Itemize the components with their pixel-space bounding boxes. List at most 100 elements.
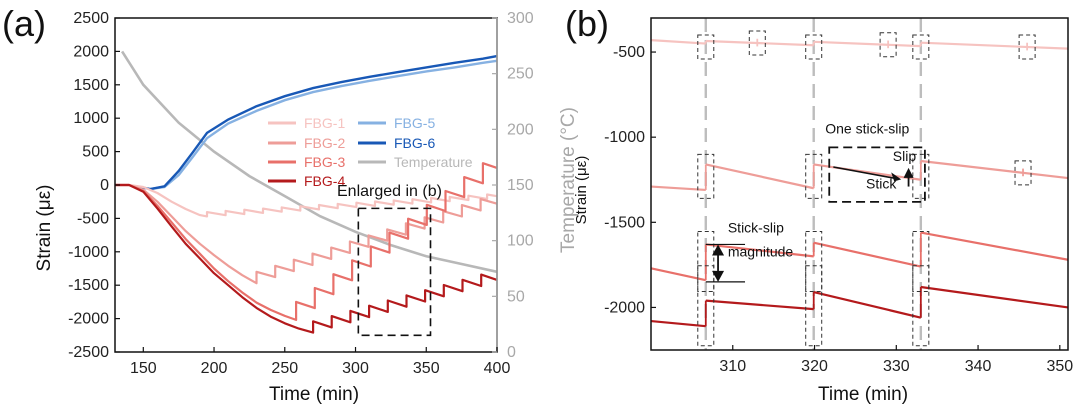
stick-label: Stick <box>866 175 897 191</box>
series-fbg-3-segment <box>705 243 814 258</box>
series-fbg-3 <box>115 162 498 321</box>
enlarged-annotation: Enlarged in (b) <box>337 183 442 200</box>
slip-label: Slip <box>893 148 917 164</box>
series-fbg-4-segment <box>650 319 706 328</box>
panel-b-x-axis-label: Time (min) <box>818 384 908 405</box>
magnitude-label-line2: magnitude <box>728 243 794 259</box>
panel-b-axes: 310 320 330 340 350 -2000 -1500 -1000 -500 <box>604 17 1073 375</box>
slip-highlight-box <box>1018 34 1036 60</box>
series-fbg-4-segment <box>705 299 814 311</box>
panel-a-label: (a) <box>2 3 46 44</box>
legend-label-fbg-3: FBG-3 <box>304 154 345 170</box>
series-fbg-6 <box>135 54 498 191</box>
panel-a-x-tick-label: 300 <box>342 360 369 377</box>
series-fbg-5 <box>150 59 498 191</box>
panel-a-y-tick-label: 2000 <box>73 43 109 60</box>
legend-label-fbg-4: FBG-4 <box>304 173 345 189</box>
magnitude-arrow-head-top <box>712 244 725 256</box>
panel-a-y-tick-label: 1000 <box>73 110 109 127</box>
slip-highlight-box <box>805 230 823 292</box>
slip-highlight-box <box>912 265 930 347</box>
panel-a-y-tick-label: -1000 <box>68 244 109 261</box>
slip-highlight-box <box>912 153 930 199</box>
slip-highlight-box <box>748 30 766 56</box>
panel-a-legend: FBG-1 FBG-2 FBG-3 FBG-4 FBG-5 FBG-6 Temperatur… <box>268 115 473 189</box>
panel-a-y-axis-label: Strain (με) <box>34 185 55 272</box>
slip-highlight-box <box>912 34 930 60</box>
one-stick-slip-box <box>828 146 926 203</box>
panel-b-y-tick-label: -500 <box>613 44 645 61</box>
panel-b-label: (b) <box>565 3 609 44</box>
panel-a-y-tick-label: -1500 <box>68 277 109 294</box>
panel-a-y2-axis-label: Temperature (°C) <box>558 107 579 253</box>
panel-a-x-tick-label: 250 <box>271 360 298 377</box>
panel-a-y2-tick-label: 300 <box>507 10 534 27</box>
series-fbg-1 <box>115 183 498 218</box>
slip-highlight-box <box>697 34 715 60</box>
stick-arrow-shaft <box>833 166 899 180</box>
panel-b-plot <box>650 18 1069 350</box>
panel-b-y-tick-label: -2000 <box>604 299 645 316</box>
series-fbg-4-segment <box>813 291 922 319</box>
magnitude-label-line1: Stick-slip <box>728 220 784 236</box>
series-fbg-2-segment <box>813 163 921 181</box>
slip-highlight-box <box>1014 160 1032 186</box>
panel-a-x-axis-label: Time (min) <box>269 384 359 405</box>
panel-b-x-tick-label: 340 <box>965 358 992 375</box>
slip-highlight-box <box>912 230 930 292</box>
panel-a-y-tick-label: -500 <box>77 210 109 227</box>
panel-a-plot <box>115 50 498 337</box>
series-fbg-1-segment <box>813 40 921 48</box>
panel-a-x-tick-label: 350 <box>413 360 440 377</box>
series-fbg-1-segment <box>650 39 706 45</box>
panel-b-x-tick-label: 330 <box>883 358 910 375</box>
panel-a-x-tick-label: 400 <box>484 360 511 377</box>
panel-b-y-tick-label: -1000 <box>604 129 645 146</box>
series-fbg-1-segment <box>920 41 1069 50</box>
legend-label-fbg-6: FBG-6 <box>394 135 435 151</box>
series-fbg-4 <box>115 183 498 334</box>
series-fbg-1-segment <box>705 39 814 47</box>
enlarged-region-box <box>357 207 432 337</box>
panel-b-y-tick-label: -1500 <box>604 214 645 231</box>
slip-highlight-box <box>805 34 823 60</box>
panel-a-y-tick-label: 0 <box>100 177 109 194</box>
panel-a-x-tick-label: 200 <box>201 360 228 377</box>
magnitude-arrow-head-bottom <box>712 270 725 282</box>
panel-b-x-tick-label: 310 <box>719 358 746 375</box>
panel-a-y-tick-label: 500 <box>82 144 109 161</box>
series-fbg-3-segment <box>920 231 1069 261</box>
series-fbg-4-segment <box>920 285 1069 309</box>
slip-highlight-box <box>879 32 897 58</box>
series-fbg-2-segment <box>705 163 814 190</box>
panel-b-x-tick-label: 320 <box>801 358 828 375</box>
panel-b-x-tick-label: 350 <box>1046 358 1073 375</box>
series-fbg-3-segment <box>650 267 707 282</box>
panel-a-y-tick-label: -2500 <box>68 344 109 361</box>
panel-b-frame <box>650 17 1069 351</box>
panel-a-y2-tick-label: 100 <box>507 233 534 250</box>
series-fbg-2-segment <box>650 185 706 192</box>
panel-a-y-tick-label: -2000 <box>68 311 109 328</box>
panel-a-x-tick-label: 150 <box>130 360 157 377</box>
legend-label-fbg-2: FBG-2 <box>304 135 345 151</box>
panel-a-y2-tick-label: 0 <box>507 344 516 361</box>
slip-highlight-box <box>697 230 715 292</box>
panel-a-y2-tick-label: 50 <box>507 288 525 305</box>
panel-b-annotations: One stick-slip Stick Slip Stick-slip magnitu… <box>705 120 926 283</box>
stick-arrow-head <box>891 172 902 182</box>
legend-label-fbg-5: FBG-5 <box>394 115 435 131</box>
slip-highlight-box <box>697 265 715 347</box>
slip-highlight-box <box>805 265 823 347</box>
series-fbg-3-segment <box>813 241 922 268</box>
panel-a-y2-tick-label: 150 <box>507 177 534 194</box>
panel-b-y-axis-label: Strain (με) <box>573 156 590 225</box>
panel-a-y-tick-label: 2500 <box>73 10 109 27</box>
panel-a-axes: 150 200 250 300 350 400 -2500 -2000 -1500 -1000 -5… <box>68 10 534 377</box>
legend-label-fbg-1: FBG-1 <box>304 115 345 131</box>
slip-arrow-head <box>903 167 914 178</box>
panel-a-y-tick-label: 1500 <box>73 77 109 94</box>
legend-label-temperature: Temperature <box>394 154 473 170</box>
panel-a-y2-tick-label: 250 <box>507 66 534 83</box>
